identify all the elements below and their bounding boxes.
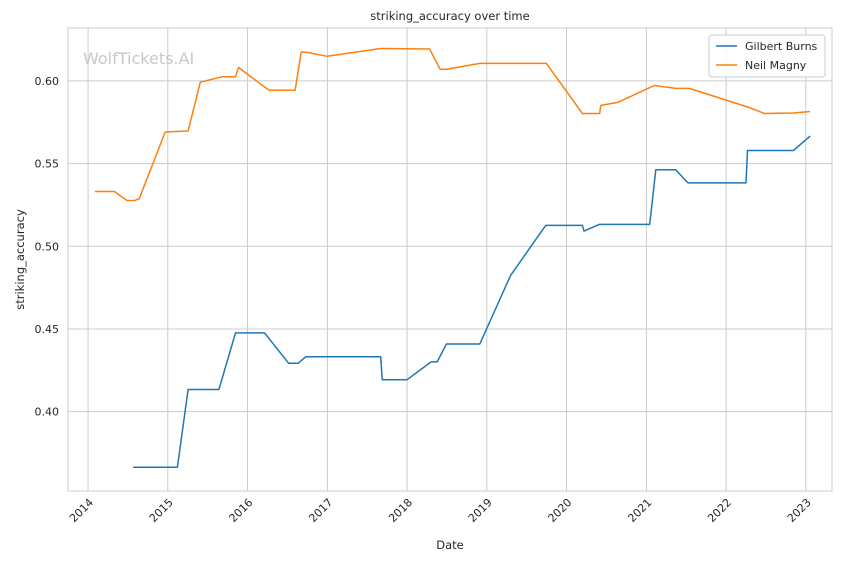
series-line-gilbert-burns xyxy=(133,135,811,468)
y-tick-label: 0.40 xyxy=(35,406,60,419)
grid-lines xyxy=(68,28,832,491)
chart-title: striking_accuracy over time xyxy=(370,9,529,23)
series-line-neil-magny xyxy=(94,47,811,202)
y-tick-label: 0.60 xyxy=(35,75,60,88)
x-axis-title: Date xyxy=(436,538,464,552)
y-tick-label: 0.55 xyxy=(35,158,60,171)
plot-area-frame xyxy=(67,27,833,492)
watermark-text: WolfTickets.AI xyxy=(83,49,194,68)
y-tick-label: 0.50 xyxy=(35,240,60,253)
legend: Gilbert Burns Neil Magny xyxy=(708,34,826,78)
legend-label: Gilbert Burns xyxy=(745,40,818,53)
y-tick-labels: 0.40 0.45 0.50 0.55 0.60 xyxy=(35,75,60,419)
legend-label: Neil Magny xyxy=(745,59,807,72)
series-lines xyxy=(94,47,811,468)
y-tick-label: 0.45 xyxy=(35,323,60,336)
y-axis-title: striking_accuracy xyxy=(13,209,27,310)
legend-box xyxy=(708,34,826,78)
